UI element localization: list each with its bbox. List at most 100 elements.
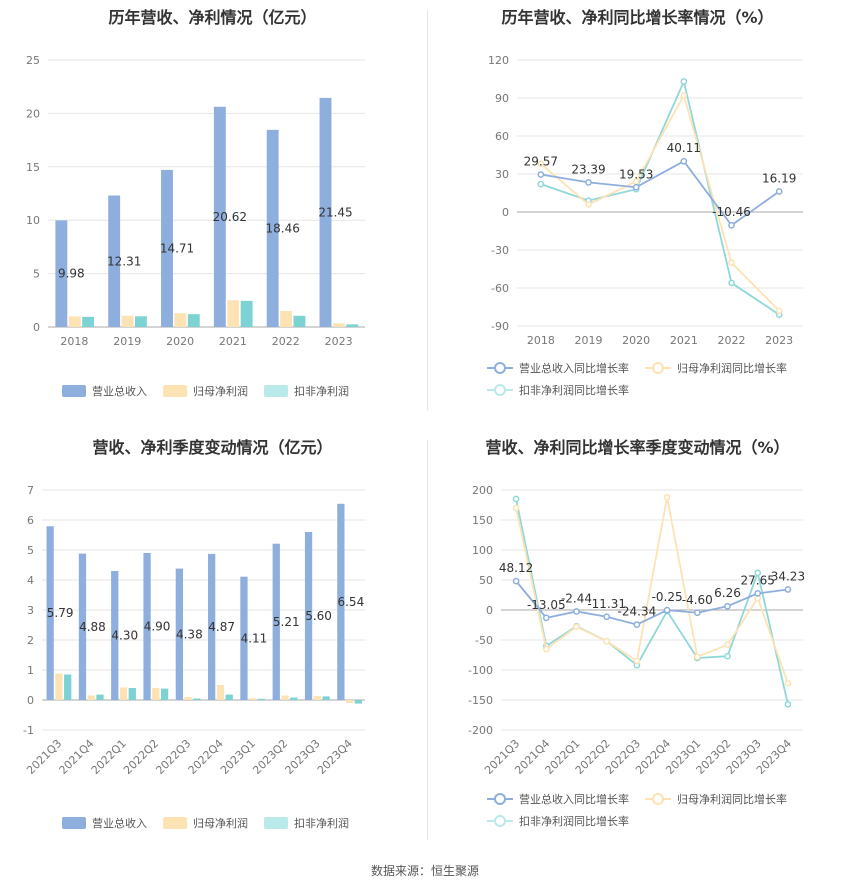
legend-parent-growth[interactable]: 归母净利润同比增长率	[645, 788, 787, 810]
data-point	[537, 180, 545, 188]
y-tick-label: 150	[472, 514, 493, 527]
bar-revenue	[208, 553, 216, 700]
data-point	[573, 608, 580, 615]
x-tick-label: 2021Q3	[24, 737, 64, 777]
y-tick-label: -100	[468, 664, 493, 677]
data-label: 9.98	[58, 267, 85, 281]
series-line	[540, 78, 780, 316]
bar-revenue	[111, 571, 119, 700]
data-label: 4.30	[111, 629, 138, 643]
legend-parent-growth[interactable]: 归母净利润同比增长率	[645, 357, 787, 379]
bar-deducted-profit	[257, 698, 266, 700]
series-line	[540, 160, 780, 227]
y-tick-label: -60	[491, 282, 509, 295]
y-tick-label: 5	[33, 268, 40, 281]
data-point	[693, 653, 701, 661]
chart-legend: 营业总收入 归母净利润 扣非净利润	[62, 812, 365, 834]
y-tick-label: 1	[27, 664, 34, 677]
bar-revenue	[55, 220, 68, 327]
y-tick-label: 100	[472, 544, 493, 557]
data-label: 16.19	[762, 171, 796, 185]
data-point	[537, 160, 545, 168]
bar-revenue	[319, 97, 332, 327]
data-label: -0.25	[652, 590, 683, 604]
bar-parent-profit	[184, 697, 192, 700]
data-point	[724, 602, 731, 610]
data-label: 6.26	[714, 586, 741, 600]
legend-label: 扣非净利润同比增长率	[519, 384, 629, 397]
data-label: -4.60	[682, 593, 713, 607]
data-label: 6.54	[337, 595, 364, 609]
data-point	[775, 188, 783, 195]
data-point	[603, 613, 611, 621]
bar-deducted-profit	[64, 674, 72, 700]
chart-title: 营收、净利同比增长率季度变动情况（%）	[485, 438, 790, 457]
data-label: 4.90	[144, 620, 171, 634]
y-tick-label: 120	[488, 54, 509, 67]
legend-label: 归母净利润同比增长率	[677, 793, 787, 806]
legend-parent-profit[interactable]: 归母净利润	[163, 380, 248, 402]
legend-revenue-growth[interactable]: 营业总收入同比增长率	[487, 788, 629, 810]
data-label: 40.11	[667, 141, 701, 155]
data-point	[573, 623, 580, 631]
quarterly-revenue-profit-chart: -1 0 1 2 3 4 5 6 7 2021Q32021Q42022Q12022Q22022Q3…	[23, 484, 365, 777]
data-point	[728, 279, 735, 287]
data-point	[728, 259, 735, 267]
legend-revenue-growth[interactable]: 营业总收入同比增长率	[487, 357, 629, 379]
bar-parent-profit	[152, 688, 160, 700]
bar-revenue	[304, 532, 313, 700]
legend-swatch	[62, 817, 86, 829]
y-tick-label: 0	[33, 321, 40, 334]
x-tick-label: 2018	[527, 334, 555, 347]
y-tick-label: -200	[468, 724, 493, 737]
bar-revenue	[337, 503, 345, 700]
legend-deducted-growth[interactable]: 扣非净利润同比增长率	[487, 379, 629, 401]
series-line	[515, 497, 789, 684]
x-tick-label: 2022Q2	[121, 737, 161, 777]
data-point	[728, 221, 735, 229]
legend-deducted-growth[interactable]: 扣非净利润同比增长率	[487, 810, 629, 832]
bar-deducted-profit	[135, 316, 147, 327]
data-point	[512, 577, 520, 585]
bar-revenue	[272, 543, 280, 700]
legend-revenue[interactable]: 营业总收入	[62, 812, 147, 834]
panel-divider	[427, 10, 428, 410]
x-tick-label: 2018	[60, 335, 88, 348]
y-tick-label: 60	[495, 130, 509, 143]
legend-deducted-profit[interactable]: 扣非净利润	[264, 380, 349, 402]
bar-deducted-profit	[322, 696, 330, 700]
chart-legend: 营业总收入同比增长率 归母净利润同比增长率 扣非净利润同比增长率	[487, 357, 847, 401]
data-point	[724, 641, 731, 649]
y-tick-label: 4	[27, 574, 34, 587]
bar-deducted-profit	[290, 697, 298, 700]
legend-label: 归母净利润	[193, 817, 248, 830]
data-point	[754, 569, 762, 577]
y-tick-label: 0	[502, 206, 509, 219]
chart-title: 历年营收、净利同比增长率情况（%）	[501, 8, 774, 27]
bar-deducted-profit	[240, 300, 253, 327]
y-tick-label: 25	[26, 54, 40, 67]
bar-parent-profit	[68, 316, 81, 327]
legend-deducted-profit[interactable]: 扣非净利润	[264, 812, 349, 834]
data-label: 4.38	[176, 627, 203, 641]
bar-parent-profit	[280, 310, 293, 327]
legend-label: 营业总收入同比增长率	[519, 793, 629, 806]
bar-parent-profit	[119, 687, 128, 700]
legend-label: 扣非净利润同比增长率	[519, 815, 629, 828]
data-label: 14.71	[160, 241, 194, 255]
panel-divider	[427, 440, 428, 840]
legend-label: 归母净利润	[193, 385, 248, 398]
legend-label: 营业总收入	[92, 385, 147, 398]
data-label: 48.12	[499, 561, 533, 575]
data-label: 5.79	[47, 606, 74, 620]
data-point	[680, 92, 688, 99]
legend-parent-profit[interactable]: 归母净利润	[163, 812, 248, 834]
x-tick-label: 2023Q4	[315, 737, 355, 777]
data-point	[663, 606, 671, 614]
legend-revenue[interactable]: 营业总收入	[62, 380, 147, 402]
legend-swatch	[487, 792, 513, 806]
data-point	[512, 504, 520, 512]
data-label: 4.87	[208, 620, 235, 634]
data-point	[633, 657, 641, 665]
x-tick-label: 2022	[272, 335, 300, 348]
